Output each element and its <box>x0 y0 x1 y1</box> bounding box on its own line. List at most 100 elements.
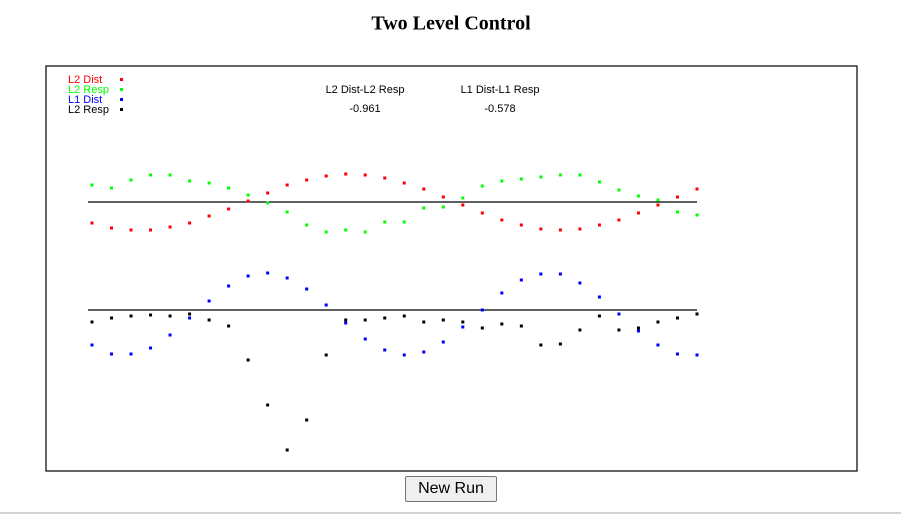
data-dot <box>441 205 445 209</box>
data-dot <box>578 281 582 285</box>
data-dot <box>149 173 153 177</box>
data-dot <box>695 353 699 357</box>
data-dot <box>285 276 289 280</box>
data-dot <box>266 201 270 205</box>
data-dot <box>110 352 114 356</box>
data-dot <box>168 225 172 229</box>
data-dot <box>402 220 406 224</box>
data-dot <box>129 314 133 318</box>
data-dot <box>617 328 621 332</box>
data-dot <box>207 181 211 185</box>
data-dot <box>383 348 387 352</box>
data-dot <box>539 175 543 179</box>
data-dot <box>441 318 445 322</box>
data-dot <box>617 312 621 316</box>
data-dot <box>675 210 679 214</box>
data-dot <box>129 352 133 356</box>
data-dot <box>246 199 250 203</box>
data-dot <box>656 203 660 207</box>
legend-swatch <box>120 108 123 111</box>
data-dot <box>344 321 348 325</box>
data-dot <box>539 227 543 231</box>
data-dot <box>383 316 387 320</box>
data-dot <box>500 218 504 222</box>
data-dot <box>500 291 504 295</box>
data-dot <box>636 211 640 215</box>
data-dot <box>402 181 406 185</box>
data-dot <box>188 221 192 225</box>
data-dot <box>675 195 679 199</box>
data-dot <box>285 210 289 214</box>
data-dot <box>246 358 250 362</box>
data-dot <box>695 213 699 217</box>
data-dot <box>149 346 153 350</box>
data-dot <box>500 179 504 183</box>
data-dot <box>90 183 94 187</box>
data-dot <box>344 172 348 176</box>
data-dot <box>675 316 679 320</box>
data-dot <box>363 318 367 322</box>
data-dot <box>500 322 504 326</box>
data-dot <box>422 350 426 354</box>
data-dot <box>675 352 679 356</box>
data-dot <box>461 325 465 329</box>
legend-label: L2 Resp <box>68 84 109 96</box>
data-dot <box>90 320 94 324</box>
data-dot <box>324 353 328 357</box>
data-dot <box>695 312 699 316</box>
data-dot <box>636 326 640 330</box>
data-dot <box>90 221 94 225</box>
legend-swatch <box>120 78 123 81</box>
data-dot <box>441 195 445 199</box>
data-dot <box>480 184 484 188</box>
data-dot <box>519 223 523 227</box>
data-dot <box>441 340 445 344</box>
data-dot <box>246 274 250 278</box>
data-dot <box>539 343 543 347</box>
data-dot <box>402 353 406 357</box>
data-dot <box>578 227 582 231</box>
data-dot <box>636 329 640 333</box>
data-dot <box>597 180 601 184</box>
new-run-button[interactable]: New Run <box>405 476 497 502</box>
data-dot <box>558 342 562 346</box>
data-dot <box>422 187 426 191</box>
data-dot <box>344 318 348 322</box>
data-dot <box>422 320 426 324</box>
data-dot <box>480 211 484 215</box>
data-dot <box>519 278 523 282</box>
data-dot <box>305 287 309 291</box>
data-dot <box>207 318 211 322</box>
data-dot <box>168 173 172 177</box>
data-dot <box>617 188 621 192</box>
data-dot <box>461 196 465 200</box>
data-dot <box>597 314 601 318</box>
data-dot <box>227 284 231 288</box>
data-dot <box>558 228 562 232</box>
data-dot <box>519 177 523 181</box>
data-dot <box>480 308 484 312</box>
data-dot <box>149 313 153 317</box>
correlation-label: L1 Dist-L1 Resp <box>461 84 540 96</box>
data-dot <box>461 320 465 324</box>
data-dot <box>305 223 309 227</box>
data-dot <box>207 299 211 303</box>
data-dot <box>227 324 231 328</box>
data-dot <box>110 186 114 190</box>
data-dot <box>383 176 387 180</box>
data-dot <box>578 328 582 332</box>
legend-swatch <box>120 88 123 91</box>
data-dot <box>110 226 114 230</box>
data-dot <box>363 230 367 234</box>
data-dot <box>324 174 328 178</box>
data-dot <box>168 333 172 337</box>
data-dot <box>285 183 289 187</box>
data-dot <box>363 173 367 177</box>
data-dot <box>363 337 367 341</box>
data-dot <box>695 187 699 191</box>
correlation-value: -0.961 <box>349 103 380 115</box>
data-dot <box>129 178 133 182</box>
data-dot <box>461 203 465 207</box>
data-dot <box>149 228 153 232</box>
